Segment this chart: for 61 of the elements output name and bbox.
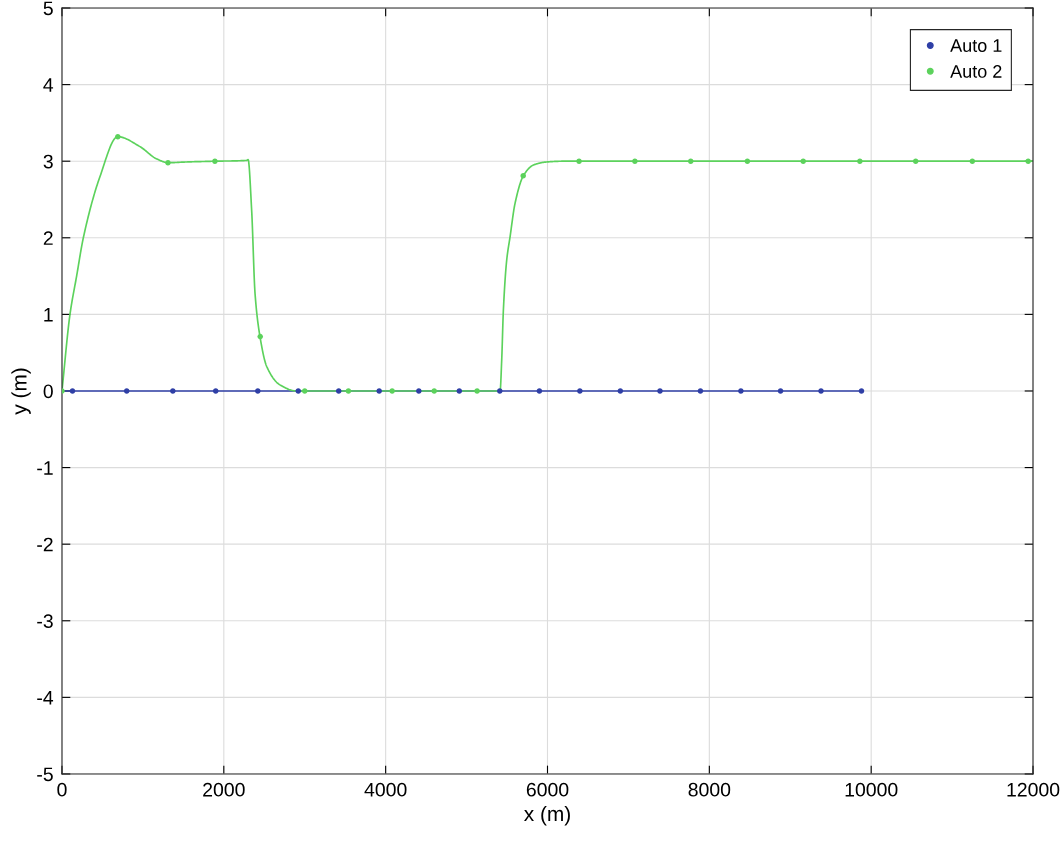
x-tick-label: 12000	[1007, 782, 1060, 797]
point	[577, 388, 583, 394]
point	[474, 388, 480, 394]
point	[657, 388, 663, 394]
y-tick-label: 4	[43, 78, 54, 92]
x-tick-label: 0	[57, 782, 67, 797]
y-tick-label: 2	[43, 231, 53, 245]
point	[389, 388, 395, 394]
y-tick-label: -1	[37, 461, 53, 475]
y-tick-label: 1	[44, 308, 53, 322]
point	[61, 388, 65, 394]
point	[520, 172, 526, 179]
legend-label: Auto 1	[950, 39, 1002, 52]
point	[212, 388, 219, 394]
point	[416, 388, 422, 394]
point	[857, 158, 863, 164]
point	[69, 388, 76, 394]
y-tick-label: 5	[43, 1, 53, 16]
point	[496, 388, 503, 394]
point	[115, 133, 121, 140]
point	[969, 158, 976, 164]
y-tick-label: -5	[37, 767, 53, 782]
point	[212, 158, 218, 164]
point	[858, 388, 865, 394]
point	[744, 158, 751, 164]
point	[632, 158, 638, 164]
point	[165, 159, 171, 166]
point	[617, 388, 624, 394]
y-tick-label: -3	[37, 614, 53, 629]
point	[376, 388, 382, 394]
x-tick-label: 10000	[845, 782, 898, 797]
point	[738, 388, 744, 394]
point	[295, 388, 302, 394]
x-tick-label: 2000	[203, 782, 245, 797]
point	[576, 158, 582, 164]
x-axis-title: x (m)	[524, 805, 570, 826]
point	[818, 388, 824, 394]
point	[301, 388, 308, 394]
y-tick-label: 0	[43, 384, 53, 399]
x-tick-label: 8000	[688, 782, 731, 797]
point	[345, 388, 352, 394]
point	[536, 388, 543, 394]
point	[431, 388, 437, 394]
point	[257, 333, 264, 340]
y-tick-label: -2	[37, 537, 53, 552]
point	[800, 158, 806, 164]
point	[697, 388, 704, 394]
point	[777, 388, 784, 394]
point	[912, 158, 919, 164]
y-tick-label: 3	[43, 154, 53, 169]
y-tick-label: -4	[37, 691, 54, 705]
legend-label: Auto 2	[950, 65, 1002, 78]
y-axis-title: y (m)	[11, 368, 31, 415]
point	[123, 388, 130, 394]
point	[456, 388, 463, 394]
x-tick-label: 4000	[364, 782, 407, 797]
point	[335, 388, 342, 394]
point	[255, 388, 261, 394]
x-tick-label: 6000	[526, 782, 569, 797]
point	[170, 388, 176, 394]
point	[687, 158, 694, 164]
